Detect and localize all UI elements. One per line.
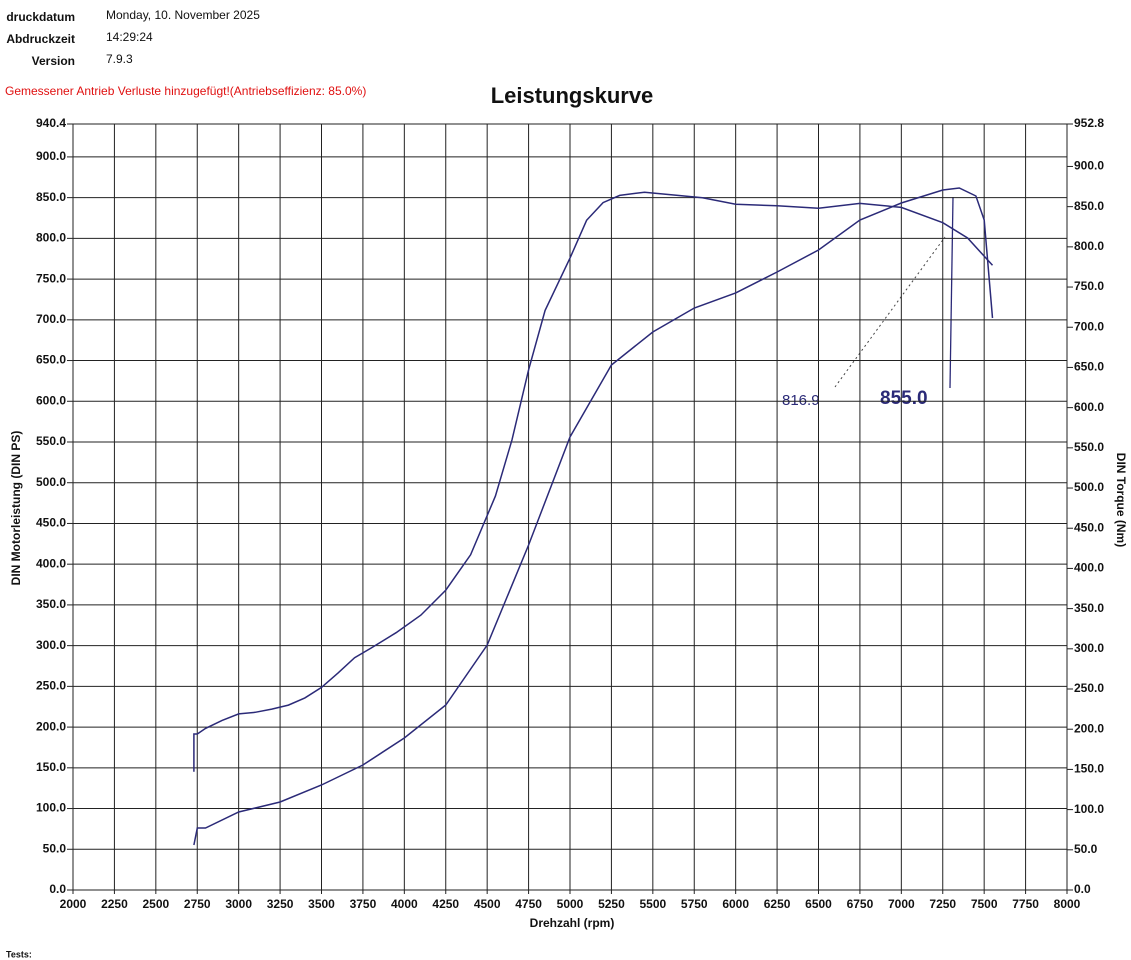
- y2-tick-label: 50.0: [1074, 842, 1098, 856]
- x-tick-label: 6000: [722, 897, 749, 911]
- x-tick-label: 4750: [515, 897, 542, 911]
- x-tick-label: 6750: [847, 897, 874, 911]
- y-tick-label: 0.0: [49, 882, 66, 896]
- y-tick-label: 700.0: [36, 312, 66, 326]
- header-label: Version: [32, 54, 75, 68]
- x-tick-label: 8000: [1054, 897, 1081, 911]
- y-tick-label: 450.0: [36, 516, 66, 530]
- x-tick-label: 2750: [184, 897, 211, 911]
- y2-tick-label: 150.0: [1074, 762, 1104, 776]
- x-tick-label: 2250: [101, 897, 128, 911]
- y-tick-label: 940.4: [36, 116, 66, 130]
- x-tick-label: 7750: [1012, 897, 1039, 911]
- y2-tick-label: 350.0: [1074, 601, 1104, 615]
- y-tick-label: 750.0: [36, 271, 66, 285]
- annotation: 816.9: [782, 392, 820, 409]
- x-tick-label: 2500: [142, 897, 169, 911]
- annotation: 855.0: [880, 388, 928, 409]
- y-tick-label: 850.0: [36, 190, 66, 204]
- y-tick-label: 350.0: [36, 597, 66, 611]
- note: Gemessener Antrieb Verluste hinzugefügt!…: [5, 84, 366, 98]
- x-tick-label: 2000: [60, 897, 87, 911]
- y2-tick-label: 300.0: [1074, 641, 1104, 655]
- x-tick-label: 4500: [474, 897, 501, 911]
- x-tick-label: 7000: [888, 897, 915, 911]
- y2-tick-label: 250.0: [1074, 681, 1104, 695]
- y-tick-label: 250.0: [36, 679, 66, 693]
- y-tick-label: 150.0: [36, 760, 66, 774]
- y2-tick-label: 500.0: [1074, 480, 1104, 494]
- y2-tick-label: 850.0: [1074, 199, 1104, 213]
- y2-tick-label: 952.8: [1074, 116, 1104, 130]
- x-tick-label: 6250: [764, 897, 791, 911]
- y-tick-label: 300.0: [36, 638, 66, 652]
- header-value: Monday, 10. November 2025: [106, 8, 260, 22]
- header-label: druckdatum: [6, 10, 75, 24]
- y2-tick-label: 800.0: [1074, 239, 1104, 253]
- x-axis-label: Drehzahl (rpm): [530, 916, 615, 930]
- x-tick-label: 5000: [557, 897, 584, 911]
- x-tick-label: 5500: [639, 897, 666, 911]
- x-tick-label: 7500: [971, 897, 998, 911]
- x-tick-label: 3500: [308, 897, 335, 911]
- y2-tick-label: 400.0: [1074, 561, 1104, 575]
- y2-tick-label: 650.0: [1074, 360, 1104, 374]
- x-tick-label: 6500: [805, 897, 832, 911]
- x-tick-label: 7250: [929, 897, 956, 911]
- y-tick-label: 100.0: [36, 801, 66, 815]
- y2-tick-label: 600.0: [1074, 400, 1104, 414]
- y2-tick-label: 200.0: [1074, 721, 1104, 735]
- y-tick-label: 900.0: [36, 149, 66, 163]
- y2-axis-label: DIN Torque (Nm): [1114, 453, 1128, 547]
- y-tick-label: 50.0: [43, 841, 67, 855]
- y-tick-label: 550.0: [36, 434, 66, 448]
- x-tick-label: 5750: [681, 897, 708, 911]
- x-tick-label: 4250: [432, 897, 459, 911]
- power-curve: [193, 191, 994, 772]
- y-tick-label: 500.0: [36, 475, 66, 489]
- y2-tick-label: 900.0: [1074, 159, 1104, 173]
- x-tick-label: 3250: [267, 897, 294, 911]
- y-tick-label: 650.0: [36, 353, 66, 367]
- y-tick-label: 600.0: [36, 393, 66, 407]
- header-value: 7.9.3: [106, 52, 133, 66]
- annotation-leader: [834, 236, 946, 388]
- x-tick-label: 4000: [391, 897, 418, 911]
- y-axis-label: DIN Motorleistung (DIN PS): [9, 431, 23, 586]
- y-tick-label: 400.0: [36, 556, 66, 570]
- chart-title: Leistungskurve: [491, 83, 654, 108]
- footer: Tests:: [6, 949, 32, 959]
- y2-tick-label: 100.0: [1074, 802, 1104, 816]
- power-curve: [193, 187, 994, 846]
- y2-tick-label: 750.0: [1074, 279, 1104, 293]
- y2-tick-label: 450.0: [1074, 520, 1104, 534]
- y2-tick-label: 0.0: [1074, 882, 1091, 896]
- x-tick-label: 3000: [225, 897, 252, 911]
- y2-tick-label: 550.0: [1074, 440, 1104, 454]
- y-tick-label: 200.0: [36, 719, 66, 733]
- x-tick-label: 3750: [350, 897, 377, 911]
- header-value: 14:29:24: [106, 30, 153, 44]
- y2-tick-label: 700.0: [1074, 319, 1104, 333]
- x-tick-label: 5250: [598, 897, 625, 911]
- header-label: Abdruckzeit: [6, 32, 75, 46]
- y-tick-label: 800.0: [36, 231, 66, 245]
